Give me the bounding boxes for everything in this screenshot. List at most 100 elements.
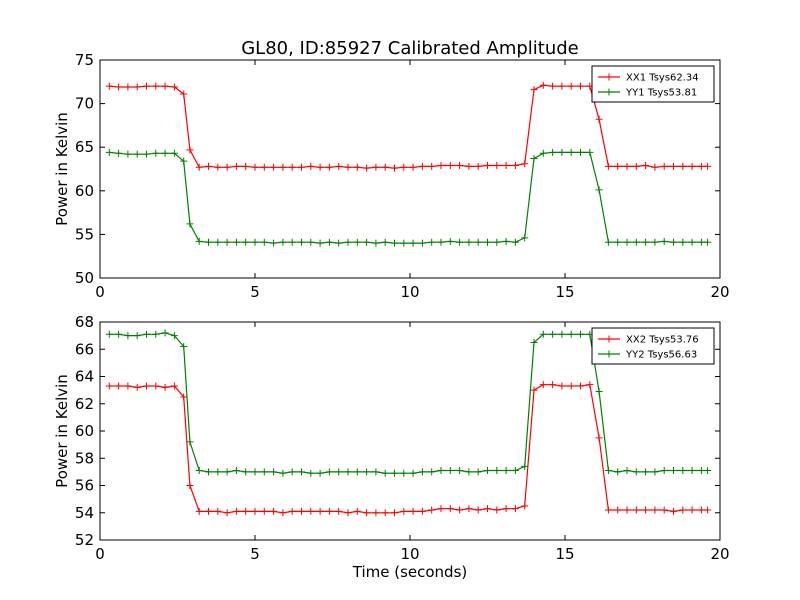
data-point — [502, 505, 510, 513]
data-point — [632, 162, 640, 170]
data-point — [595, 387, 603, 395]
y-tick-label: 58 — [75, 449, 94, 467]
data-point — [205, 238, 212, 246]
data-point — [260, 163, 268, 171]
data-point — [335, 468, 343, 476]
data-point — [651, 506, 659, 514]
data-point — [437, 505, 445, 513]
data-point — [115, 382, 123, 390]
data-point — [604, 506, 612, 514]
data-point — [577, 82, 584, 90]
legend-marker — [605, 350, 613, 358]
data-point — [325, 238, 333, 246]
data-point — [502, 467, 510, 475]
data-point — [595, 434, 603, 442]
data-point — [465, 238, 473, 246]
data-point — [549, 330, 557, 338]
data-point — [642, 506, 650, 514]
data-point — [124, 382, 132, 390]
data-point — [502, 162, 510, 170]
data-point — [279, 469, 287, 477]
data-point — [260, 238, 268, 246]
data-point — [251, 163, 259, 171]
data-point — [115, 83, 123, 91]
data-point — [195, 507, 203, 515]
x-tick-label: 5 — [250, 283, 260, 301]
data-point — [251, 507, 259, 515]
data-point — [679, 238, 687, 246]
data-point — [604, 162, 612, 170]
data-point — [446, 237, 454, 245]
data-point — [474, 506, 482, 514]
data-point — [161, 383, 169, 391]
data-point — [232, 238, 240, 246]
y-tick-label: 60 — [75, 422, 94, 440]
data-point — [595, 186, 603, 194]
legend-marker — [605, 73, 613, 81]
data-point — [186, 438, 194, 446]
data-point — [697, 162, 705, 170]
data-point — [437, 467, 445, 475]
y-axis-label: Power in Kelvin — [53, 374, 71, 488]
data-point — [418, 507, 426, 515]
y-tick-label: 55 — [75, 225, 94, 243]
data-point — [105, 330, 113, 338]
data-point — [391, 469, 398, 477]
data-point — [372, 509, 380, 517]
data-point — [170, 332, 178, 340]
data-point — [493, 162, 501, 170]
data-point — [660, 237, 668, 245]
data-point — [660, 162, 668, 170]
x-tick-label: 20 — [710, 545, 729, 563]
data-point — [152, 149, 160, 157]
data-point — [133, 332, 141, 340]
data-point — [697, 506, 705, 514]
data-point — [614, 162, 622, 170]
data-point — [567, 382, 575, 390]
data-point — [428, 506, 436, 514]
data-point — [409, 469, 417, 477]
data-point — [372, 163, 380, 171]
data-point — [161, 329, 169, 337]
y-tick-label: 50 — [75, 269, 94, 287]
data-point — [679, 467, 687, 475]
data-point — [214, 238, 222, 246]
data-point — [363, 509, 371, 517]
data-point — [170, 382, 178, 390]
data-point — [288, 468, 296, 476]
data-point — [307, 469, 315, 477]
data-point — [642, 238, 650, 246]
data-point — [409, 163, 417, 171]
data-point — [530, 338, 538, 346]
x-tick-label: 15 — [555, 283, 574, 301]
data-point — [521, 234, 529, 242]
data-point — [456, 162, 464, 170]
legend-label: YY1 Tsys53.81 — [625, 88, 697, 99]
data-point — [697, 238, 705, 246]
y-tick-label: 75 — [75, 51, 94, 69]
data-point — [484, 162, 491, 170]
data-point — [335, 239, 343, 247]
data-point — [400, 163, 408, 171]
data-point — [704, 467, 712, 475]
data-point — [298, 507, 305, 515]
data-point — [223, 238, 231, 246]
data-point — [558, 82, 566, 90]
data-point — [688, 467, 696, 475]
data-point — [316, 469, 324, 477]
data-point — [409, 507, 417, 515]
data-point — [549, 381, 557, 389]
data-point — [279, 163, 287, 171]
data-point — [363, 468, 371, 476]
y-tick-label: 52 — [75, 531, 94, 549]
data-point — [391, 509, 398, 517]
bottom-subplot: 0 5 10 15 20 52 54 56 58 60 62 64 66 68 Power in Kelvi… — [53, 313, 730, 563]
data-point — [539, 381, 547, 389]
data-point — [614, 238, 622, 246]
data-point — [474, 162, 482, 170]
data-point — [325, 468, 333, 476]
data-point — [353, 163, 361, 171]
data-point — [251, 468, 259, 476]
data-point — [549, 82, 557, 90]
data-point — [170, 149, 178, 157]
